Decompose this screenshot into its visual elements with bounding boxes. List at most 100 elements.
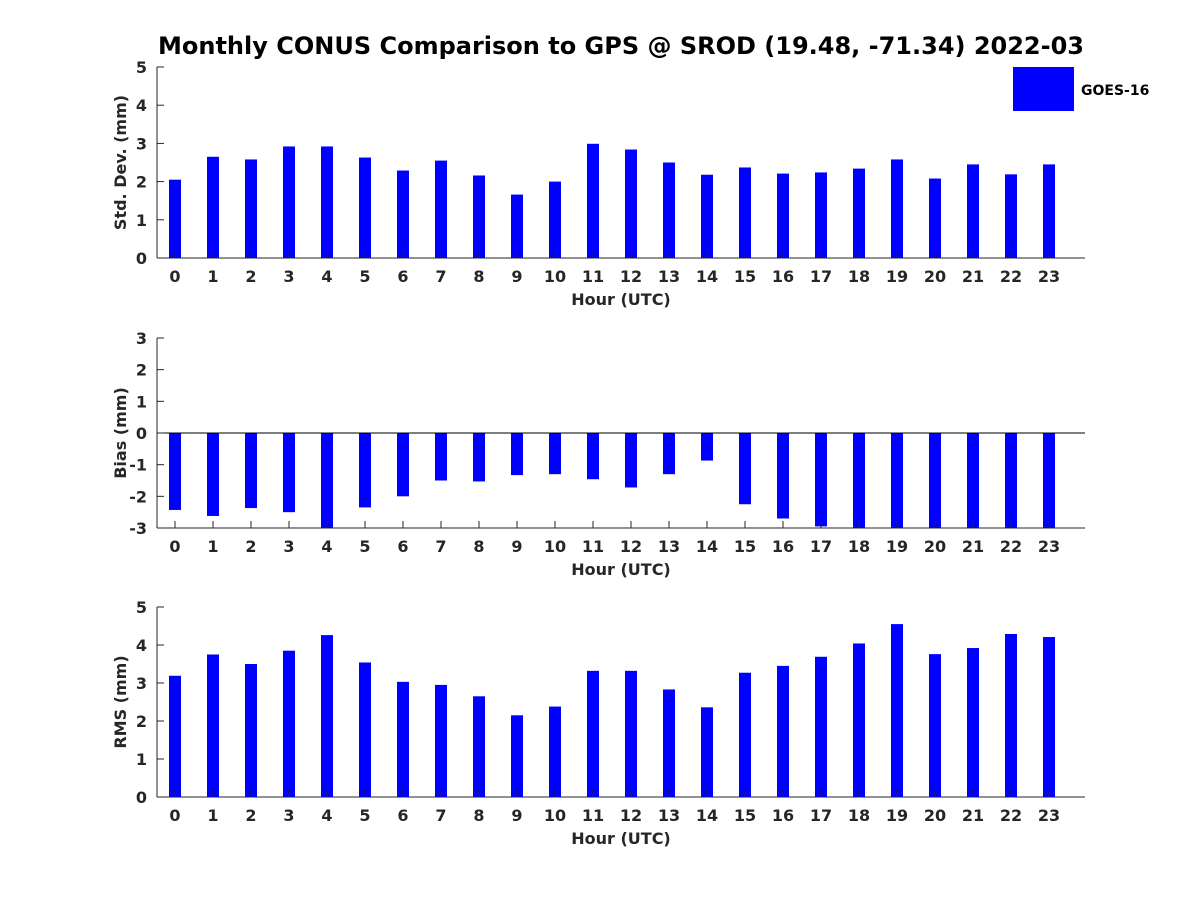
x-tick-label: 10 [544,537,566,556]
bar [321,433,333,528]
y-axis-label: RMS (mm) [111,655,130,748]
x-tick-label: 19 [886,537,908,556]
y-tick-label: 0 [136,424,147,443]
y-tick-label: 4 [136,636,147,655]
x-tick-label: 13 [658,806,680,825]
bar [397,681,409,797]
bar [321,146,333,258]
x-tick-label: 16 [772,537,794,556]
x-tick-label: 22 [1000,806,1022,825]
x-tick-label: 8 [473,267,484,286]
y-tick-label: 3 [136,674,147,693]
x-tick-label: 3 [283,537,294,556]
y-tick-label: 5 [136,598,147,617]
chart-title: Monthly CONUS Comparison to GPS @ SROD (… [158,32,1084,60]
x-tick-label: 18 [848,537,870,556]
x-tick-label: 18 [848,267,870,286]
x-tick-label: 11 [582,267,604,286]
x-tick-label: 12 [620,806,642,825]
x-tick-label: 7 [435,267,446,286]
x-tick-label: 9 [511,267,522,286]
x-tick-label: 21 [962,537,984,556]
y-tick-label: -1 [129,456,147,475]
x-tick-label: 8 [473,537,484,556]
bar [397,170,409,258]
bar [967,164,979,258]
x-tick-label: 19 [886,806,908,825]
bar [473,433,485,482]
x-tick-label: 0 [169,806,180,825]
x-tick-label: 2 [245,537,256,556]
bar [929,654,941,797]
x-tick-label: 5 [359,537,370,556]
bar [397,433,409,497]
x-tick-label: 11 [582,537,604,556]
x-tick-label: 23 [1038,806,1060,825]
bar [169,433,181,510]
bar [169,675,181,797]
bar [549,433,561,475]
x-tick-label: 14 [696,806,718,825]
bar [739,672,751,797]
x-tick-label: 23 [1038,267,1060,286]
x-tick-label: 6 [397,267,408,286]
bar [1005,433,1017,528]
bar [853,643,865,797]
x-tick-label: 4 [321,267,332,286]
bar [1043,164,1055,258]
bar [207,654,219,797]
x-tick-label: 17 [810,806,832,825]
x-tick-label: 22 [1000,537,1022,556]
bar [549,181,561,258]
y-tick-label: 4 [136,96,147,115]
bar [777,173,789,258]
y-tick-label: -2 [129,487,147,506]
x-tick-label: 1 [207,537,218,556]
x-tick-label: 9 [511,806,522,825]
x-tick-label: 17 [810,267,832,286]
x-axis-label: Hour (UTC) [571,560,671,579]
bar [1005,633,1017,797]
bar [929,433,941,528]
bar [1005,174,1017,258]
y-tick-label: 5 [136,58,147,77]
bar [663,689,675,797]
bar [587,670,599,797]
bar [929,178,941,258]
x-tick-label: 12 [620,267,642,286]
bar [435,160,447,258]
y-tick-label: -3 [129,519,147,538]
bar [359,433,371,508]
y-tick-label: 2 [136,361,147,380]
bar [283,650,295,797]
bar [207,433,219,516]
x-axis-label: Hour (UTC) [571,290,671,309]
x-tick-label: 7 [435,806,446,825]
y-axis-label: Std. Dev. (mm) [111,95,130,230]
x-tick-label: 22 [1000,267,1022,286]
x-tick-label: 20 [924,806,946,825]
y-tick-label: 1 [136,750,147,769]
x-tick-label: 6 [397,806,408,825]
bar [815,172,827,258]
x-tick-label: 19 [886,267,908,286]
x-tick-label: 15 [734,267,756,286]
y-tick-label: 0 [136,788,147,807]
x-tick-label: 6 [397,537,408,556]
x-tick-label: 21 [962,806,984,825]
legend: GOES-16 [1013,67,1149,111]
x-tick-label: 9 [511,537,522,556]
bar [891,624,903,797]
bar [701,433,713,461]
bar [739,433,751,505]
bar [245,433,257,509]
x-tick-label: 5 [359,267,370,286]
bar [207,156,219,258]
x-tick-label: 10 [544,806,566,825]
bar [625,670,637,797]
y-tick-label: 2 [136,712,147,731]
x-tick-label: 3 [283,267,294,286]
x-tick-label: 7 [435,537,446,556]
bar [1043,433,1055,528]
